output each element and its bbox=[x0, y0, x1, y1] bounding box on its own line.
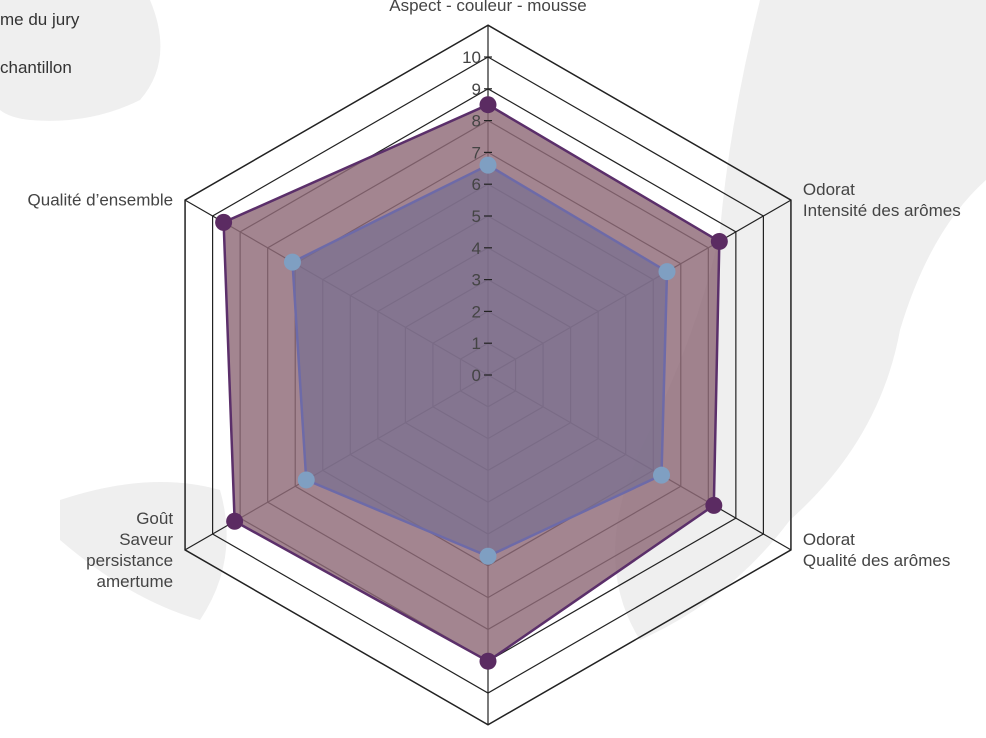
series-0-point-5 bbox=[215, 213, 233, 231]
axis-label-4: Goût Saveur persistance amertume bbox=[86, 509, 173, 591]
axis-label-2-line-0: Odorat bbox=[803, 530, 855, 549]
series-0-point-4 bbox=[226, 512, 244, 530]
axis-label-5: Qualité d’ensemble bbox=[28, 191, 174, 210]
axis-label-0: Aspect - couleur - mousse bbox=[389, 0, 586, 15]
axis-label-0-line-0: Aspect - couleur - mousse bbox=[389, 0, 586, 15]
series-1-point-5 bbox=[283, 253, 301, 271]
axis-label-4-line-1: Saveur bbox=[119, 530, 173, 549]
series-1-point-1 bbox=[658, 263, 676, 281]
tick-label-1: 1 bbox=[472, 334, 481, 353]
radar-markers bbox=[215, 96, 728, 670]
tick-label-2: 2 bbox=[472, 302, 481, 321]
axis-label-1: Odorat Intensité des arômes bbox=[803, 180, 961, 220]
radar-axis-labels: Aspect - couleur - mousse Odorat Intensité… bbox=[28, 0, 961, 591]
tick-label-0: 0 bbox=[472, 366, 481, 385]
axis-label-4-line-2: persistance bbox=[86, 551, 173, 570]
series-1-point-0 bbox=[479, 156, 497, 174]
axis-label-2-line-1: Qualité des arômes bbox=[803, 551, 950, 570]
series-0-point-2 bbox=[705, 496, 723, 514]
axis-label-1-line-1: Intensité des arômes bbox=[803, 201, 961, 220]
series-1-point-3 bbox=[479, 547, 497, 565]
radar-tick-labels: 0 1 2 3 4 5 6 7 8 9 10 bbox=[462, 48, 492, 385]
tick-label-4: 4 bbox=[472, 239, 481, 258]
tick-label-3: 3 bbox=[472, 271, 481, 290]
axis-label-5-line-0: Qualité d’ensemble bbox=[28, 191, 174, 210]
axis-label-4-line-3: amertume bbox=[97, 572, 174, 591]
series-0-point-3 bbox=[479, 652, 497, 670]
series-1-point-2 bbox=[652, 466, 670, 484]
series-0-point-0 bbox=[479, 96, 497, 114]
tick-label-7: 7 bbox=[472, 143, 481, 162]
series-0-point-1 bbox=[710, 232, 728, 250]
tick-label-6: 6 bbox=[472, 175, 481, 194]
legend-item-sample: chantillon bbox=[0, 58, 72, 77]
tick-label-9: 9 bbox=[472, 80, 481, 99]
background-blob-left bbox=[0, 0, 161, 121]
tick-label-5: 5 bbox=[472, 207, 481, 226]
axis-label-4-line-0: Goût bbox=[136, 509, 173, 528]
axis-label-2: Odorat Qualité des arômes bbox=[803, 530, 950, 570]
tick-label-8: 8 bbox=[472, 112, 481, 131]
legend-item-jury: me du jury bbox=[0, 10, 80, 29]
tick-label-10: 10 bbox=[462, 48, 481, 67]
series-1-point-4 bbox=[297, 471, 315, 489]
axis-label-1-line-0: Odorat bbox=[803, 180, 855, 199]
